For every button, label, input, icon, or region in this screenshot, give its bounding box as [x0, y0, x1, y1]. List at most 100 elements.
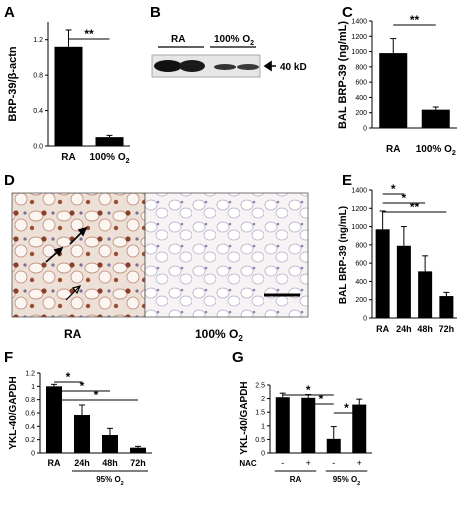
bar-f: [74, 415, 90, 453]
bar-a: [95, 137, 124, 146]
y-tick-label-g: 0: [261, 451, 265, 458]
y-tick-label-c: 0: [363, 126, 367, 133]
sig-star-g: *: [319, 392, 324, 406]
x-tick-label-e: 24h: [396, 324, 412, 334]
x-tick-label-c: RA: [386, 144, 400, 155]
y-tick-label-a: 0.4: [33, 108, 43, 115]
bar-f: [130, 447, 146, 453]
sig-star-f: *: [66, 370, 71, 384]
y-tick-label-g: 2: [261, 396, 265, 403]
panel-letter-e: E: [342, 172, 352, 189]
group-label-f: 95% O2: [96, 475, 124, 487]
sig-star-e: *: [402, 191, 407, 205]
x-tick-label-e: 72h: [439, 324, 455, 334]
group-label-g: RA: [290, 475, 302, 484]
sig-star-a: **: [84, 27, 94, 41]
x-tick-label-a: 100% O2: [89, 152, 129, 165]
x-tick-label-f: 48h: [102, 458, 118, 468]
arrow-left-icon: [263, 60, 276, 72]
y-axis-label-a: BRP-39/β-actn: [7, 46, 19, 121]
bar-g: [326, 438, 341, 453]
bar-f: [46, 386, 62, 453]
y-tick-label-c: 200: [355, 110, 367, 117]
blot-band: [237, 64, 259, 70]
y-tick-label-e: 0: [363, 316, 367, 323]
y-tick-label-g: 1: [261, 423, 265, 430]
sig-star-f: *: [80, 379, 85, 393]
y-axis-label-g: YKL-40/GAPDH: [239, 381, 250, 454]
x-tick-label-e: 48h: [417, 324, 433, 334]
sig-star-f: *: [94, 388, 99, 402]
micrograph-label-ra: RA: [64, 327, 82, 341]
micrograph-o2: [144, 192, 309, 318]
y-tick-label-f: 1.2: [25, 371, 35, 378]
bar-e: [418, 271, 433, 318]
panel-letter-f: F: [4, 349, 13, 366]
y-tick-label-c: 1000: [351, 49, 367, 56]
y-tick-label-f: 0.8: [25, 397, 35, 404]
y-tick-label-c: 800: [355, 64, 367, 71]
x-tick-label-f: RA: [48, 458, 61, 468]
y-tick-label-g: 1.5: [255, 410, 265, 417]
blot-band: [154, 60, 182, 72]
blot-label-ra: RA: [171, 34, 185, 45]
y-tick-label-f: 0: [31, 451, 35, 458]
y-axis-label-c: BAL BRP-39 (ng/mL): [337, 21, 349, 129]
y-tick-label-a: 0.0: [33, 144, 43, 151]
x-tick-label-f: 24h: [74, 458, 90, 468]
sig-star-g: *: [344, 401, 349, 415]
open-arrow-icon: [65, 285, 82, 301]
sig-star-e: **: [410, 200, 420, 214]
y-tick-label-e: 200: [355, 297, 367, 304]
y-tick-label-c: 1200: [351, 34, 367, 41]
blot-marker-label: 40 kD: [280, 62, 307, 73]
group-label-g: 95% O2: [333, 475, 361, 487]
blot-membrane: [151, 54, 261, 78]
y-tick-label-f: 1: [31, 384, 35, 391]
x-tick-label-e: RA: [376, 324, 389, 334]
sig-star-g: *: [306, 383, 311, 397]
bar-e: [375, 229, 390, 318]
arrow-icon: [45, 246, 64, 263]
x-tick-label-c: 100% O2: [416, 144, 456, 157]
blot-band: [214, 64, 236, 70]
y-tick-label-a: 1.2: [33, 37, 43, 44]
y-tick-label-c: 1400: [351, 19, 367, 26]
blot-band: [179, 60, 205, 72]
x-tick-label-f: 72h: [130, 458, 146, 468]
micrograph-label-o2: 100% O2: [195, 327, 243, 343]
sig-star-e: *: [391, 182, 396, 196]
nac-sign-g: +: [306, 458, 311, 468]
y-tick-label-e: 800: [355, 242, 367, 249]
sig-star-c: **: [410, 13, 420, 27]
y-tick-label-e: 1200: [351, 206, 367, 213]
nac-sign-g: -: [332, 458, 335, 468]
y-tick-label-e: 1400: [351, 188, 367, 195]
y-tick-label-f: 0.2: [25, 437, 35, 444]
x-tick-label-a: RA: [61, 152, 75, 163]
panel-letter-d: D: [4, 172, 15, 189]
y-axis-label-e: BAL BRP-39 (ng/mL): [338, 206, 349, 304]
bar-e: [439, 296, 454, 318]
y-axis-label-f: YKL-40/GAPDH: [8, 376, 19, 449]
y-tick-label-f: 0.6: [25, 411, 35, 418]
nac-sign-g: +: [357, 458, 362, 468]
y-tick-label-c: 400: [355, 95, 367, 102]
panel-letter-c: C: [342, 4, 353, 21]
y-tick-label-g: 0.5: [255, 437, 265, 444]
bar-g: [301, 397, 316, 453]
nac-row-label-g: NAC: [239, 459, 257, 468]
panel-letter-a: A: [4, 4, 15, 21]
blot-label-o2: 100% O2: [214, 34, 254, 47]
y-tick-label-e: 400: [355, 279, 367, 286]
bar-c: [421, 109, 450, 128]
y-tick-label-c: 600: [355, 80, 367, 87]
bar-g: [275, 397, 290, 453]
y-tick-label-f: 0.4: [25, 424, 35, 431]
y-tick-label-e: 1000: [351, 224, 367, 231]
bar-g: [352, 404, 367, 453]
micrograph-panel: RA 100% O2: [11, 192, 309, 343]
nac-sign-g: -: [281, 458, 284, 468]
